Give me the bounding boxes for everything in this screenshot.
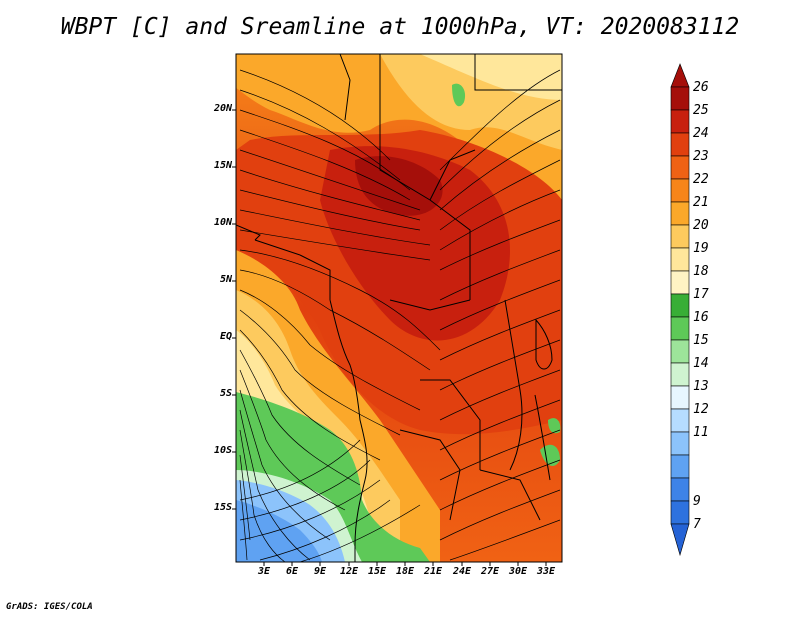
lon-label: 33E	[536, 566, 556, 577]
colorbar-segment	[670, 109, 690, 134]
lat-label: 5N	[219, 274, 232, 285]
colorbar-label: 15	[693, 333, 709, 348]
colorbar-segment	[670, 408, 690, 433]
axis-ticks	[232, 109, 547, 566]
lon-label: 24E	[452, 566, 472, 577]
colorbar-segment	[670, 431, 690, 456]
colorbar-label: 7	[693, 517, 701, 532]
streamlines	[239, 69, 561, 562]
colorbar-label: 11	[693, 425, 709, 440]
colorbar-label: 9	[693, 494, 701, 509]
colorbar-label: 26	[693, 80, 709, 95]
lon-label: 30E	[508, 566, 528, 577]
colorbar-label: 17	[693, 287, 709, 302]
lat-label: 10N	[213, 217, 232, 228]
colorbar-segment	[670, 86, 690, 111]
colorbar-segment	[670, 224, 690, 249]
colorbar-label: 14	[693, 356, 709, 371]
lat-label: 10S	[213, 445, 232, 456]
map-title: WBPT [C] and Sreamline at 1000hPa, VT: 2…	[60, 14, 740, 40]
colorbar-segment	[670, 500, 690, 525]
lon-label: 21E	[423, 566, 443, 577]
lat-label: 5S	[219, 388, 232, 399]
colorbar-label: 25	[693, 103, 709, 118]
lat-label: 15N	[213, 160, 232, 171]
colorbar-segment	[670, 454, 690, 479]
lon-label: 9E	[313, 566, 327, 577]
lat-label: 15S	[213, 502, 232, 513]
colorbar-label: 13	[693, 379, 709, 394]
colorbar-segment	[670, 132, 690, 157]
colorbar-segment	[670, 316, 690, 341]
colorbar-segment	[670, 293, 690, 318]
lon-label: 18E	[395, 566, 415, 577]
lat-label: 20N	[213, 103, 232, 114]
colorbar-label: 19	[693, 241, 709, 256]
lat-label: EQ	[219, 331, 232, 342]
colorbar-segment	[670, 477, 690, 502]
wbpt-field	[236, 54, 562, 562]
lon-label: 12E	[339, 566, 359, 577]
country-borders	[236, 54, 562, 562]
colorbar-label: 23	[693, 149, 709, 164]
lon-label: 3E	[257, 566, 271, 577]
colorbar-cap-top	[670, 63, 690, 88]
colorbar-segment	[670, 362, 690, 387]
colorbar-label: 24	[693, 126, 709, 141]
colorbar-label: 22	[693, 172, 709, 187]
colorbar-label: 12	[693, 402, 709, 417]
lon-label: 6E	[285, 566, 299, 577]
colorbar-label: 16	[693, 310, 709, 325]
colorbar-segment	[670, 339, 690, 364]
colorbar-segment	[670, 201, 690, 226]
credit-text: GrADS: IGES/COLA	[6, 602, 93, 612]
colorbar-segment	[670, 385, 690, 410]
map-frame	[235, 53, 563, 563]
colorbar-label: 20	[693, 218, 709, 233]
colorbar-segment	[670, 247, 690, 272]
colorbar-label: 21	[693, 195, 709, 210]
colorbar	[670, 63, 690, 557]
colorbar-cap-bottom	[670, 523, 690, 557]
colorbar-segment	[670, 270, 690, 295]
colorbar-label: 18	[693, 264, 709, 279]
colorbar-segment	[670, 155, 690, 180]
lon-label: 27E	[480, 566, 500, 577]
lon-label: 15E	[367, 566, 387, 577]
colorbar-segment	[670, 178, 690, 203]
